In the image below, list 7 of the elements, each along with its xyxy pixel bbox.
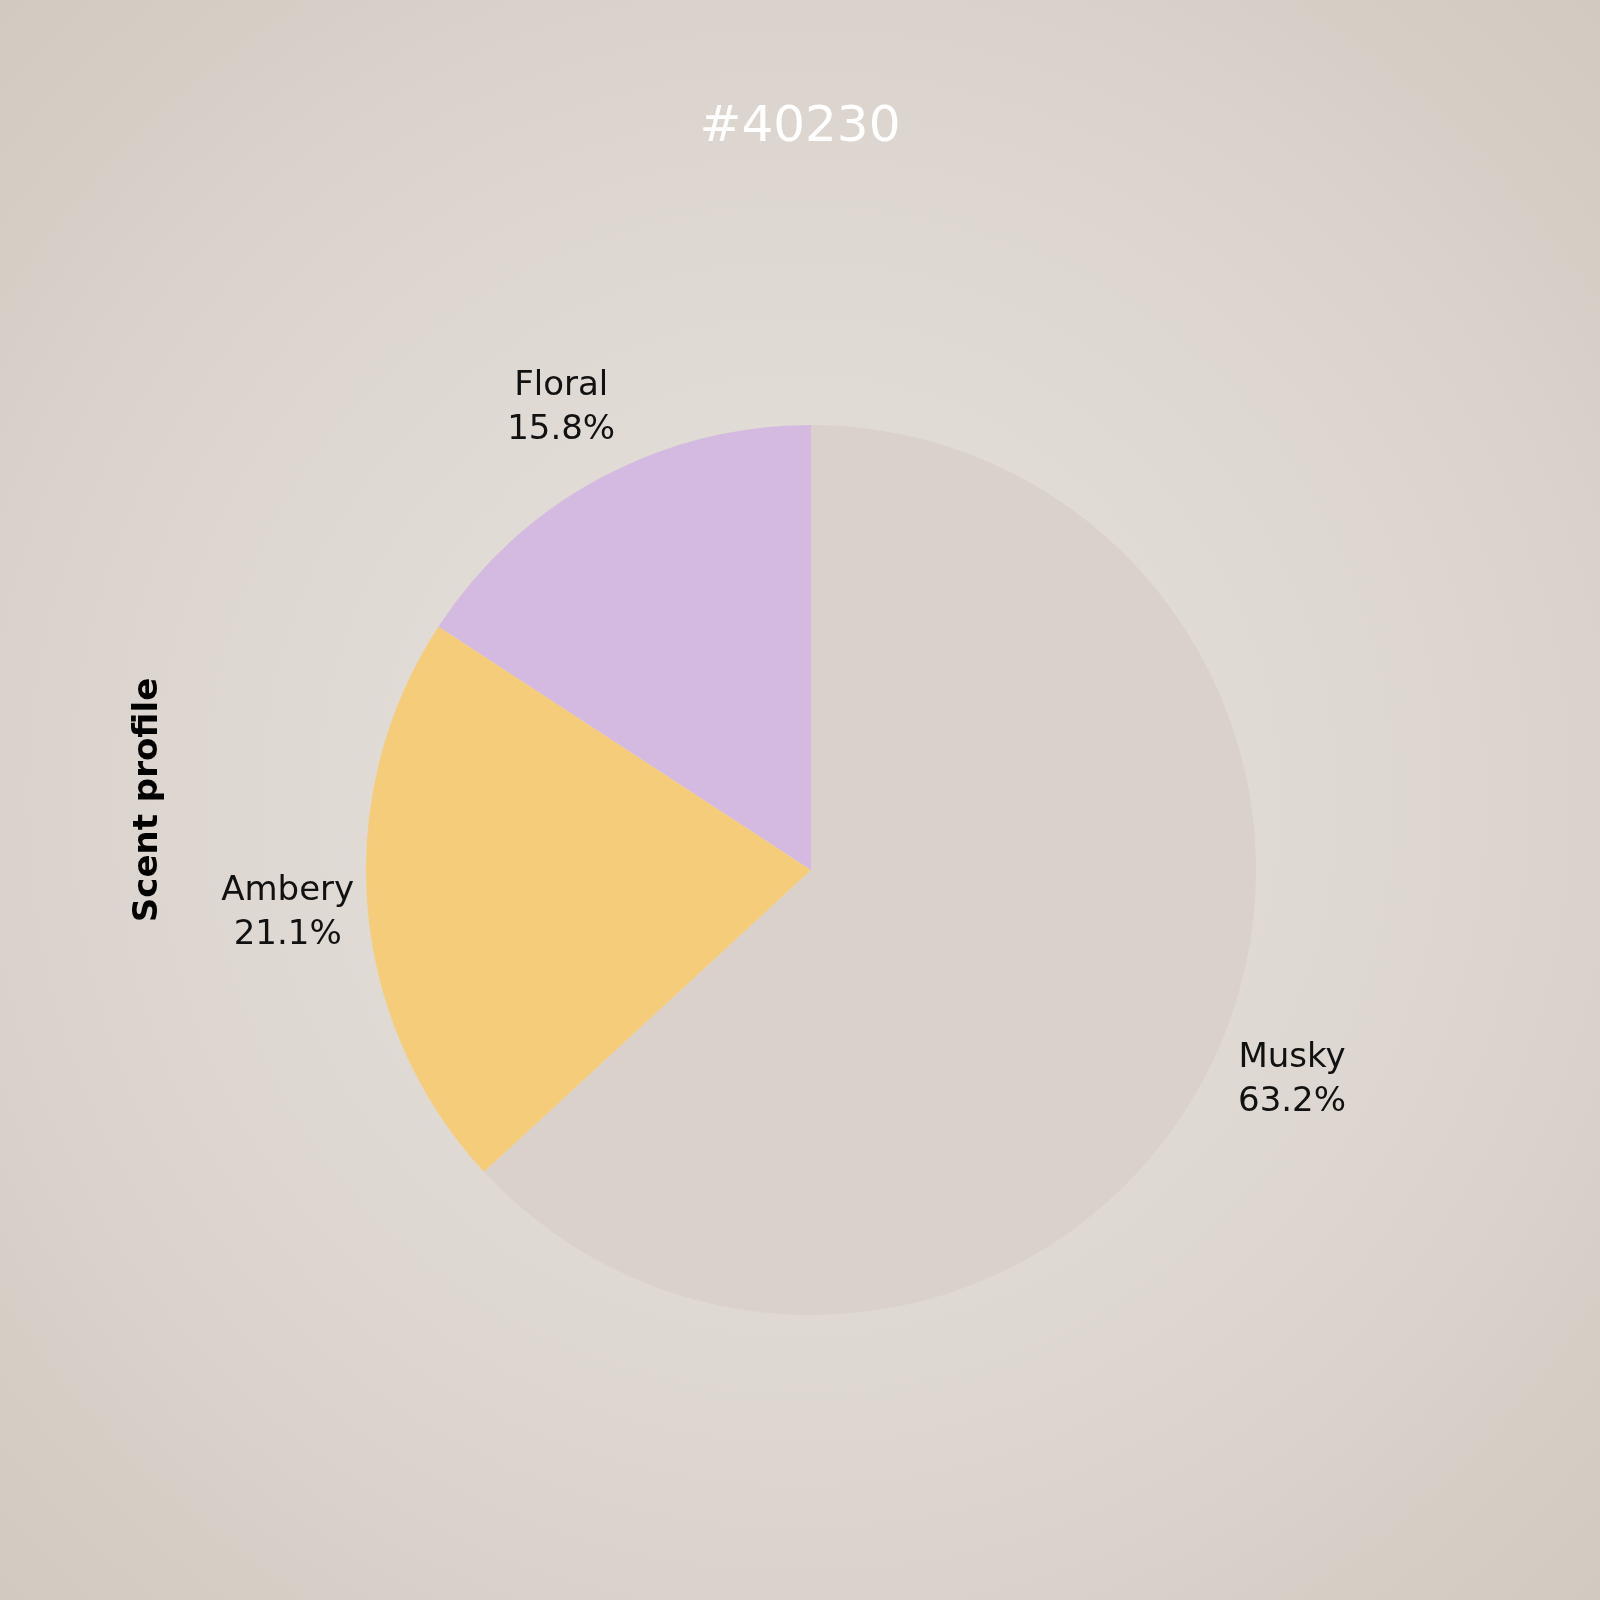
text: Scent profile (125, 677, 165, 923)
slice-label: Ambery (221, 868, 355, 909)
slice-label: Musky (1238, 1035, 1346, 1076)
data-label: 63.2% (1238, 1079, 1347, 1120)
data-label: 21.1% (233, 912, 342, 953)
data-label: 15.8% (507, 406, 616, 447)
slice-label: Floral (514, 362, 609, 403)
